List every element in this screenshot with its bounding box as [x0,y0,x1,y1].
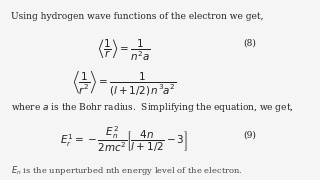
Text: (8): (8) [243,39,256,48]
Text: Using hydrogen wave functions of the electron we get,: Using hydrogen wave functions of the ele… [11,12,263,21]
Text: $\left\langle\dfrac{1}{r}\right\rangle = \dfrac{1}{n^2 a}$: $\left\langle\dfrac{1}{r}\right\rangle =… [97,37,151,63]
Text: $\left\langle\dfrac{1}{r^2}\right\rangle = \dfrac{1}{(l+1/2)\,n^3 a^2}$: $\left\langle\dfrac{1}{r^2}\right\rangle… [72,69,176,97]
Text: where $a$ is the Bohr radius.  Simplifying the equation, we get,: where $a$ is the Bohr radius. Simplifyin… [11,101,294,114]
Text: (9): (9) [243,131,256,140]
Text: $E_r^1 = -\dfrac{E_n^2}{2mc^2}\left[\dfrac{4n}{l+1/2} - 3\right]$: $E_r^1 = -\dfrac{E_n^2}{2mc^2}\left[\dfr… [60,124,188,154]
Text: $E_n$ is the unperturbed nth energy level of the electron.: $E_n$ is the unperturbed nth energy leve… [11,164,243,177]
